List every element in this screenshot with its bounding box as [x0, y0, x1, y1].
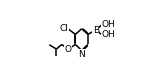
Text: O: O: [65, 45, 72, 54]
Text: B: B: [93, 26, 99, 35]
Text: Cl: Cl: [60, 24, 69, 33]
Text: OH: OH: [102, 30, 116, 40]
Text: OH: OH: [102, 20, 116, 29]
Text: N: N: [78, 50, 85, 59]
